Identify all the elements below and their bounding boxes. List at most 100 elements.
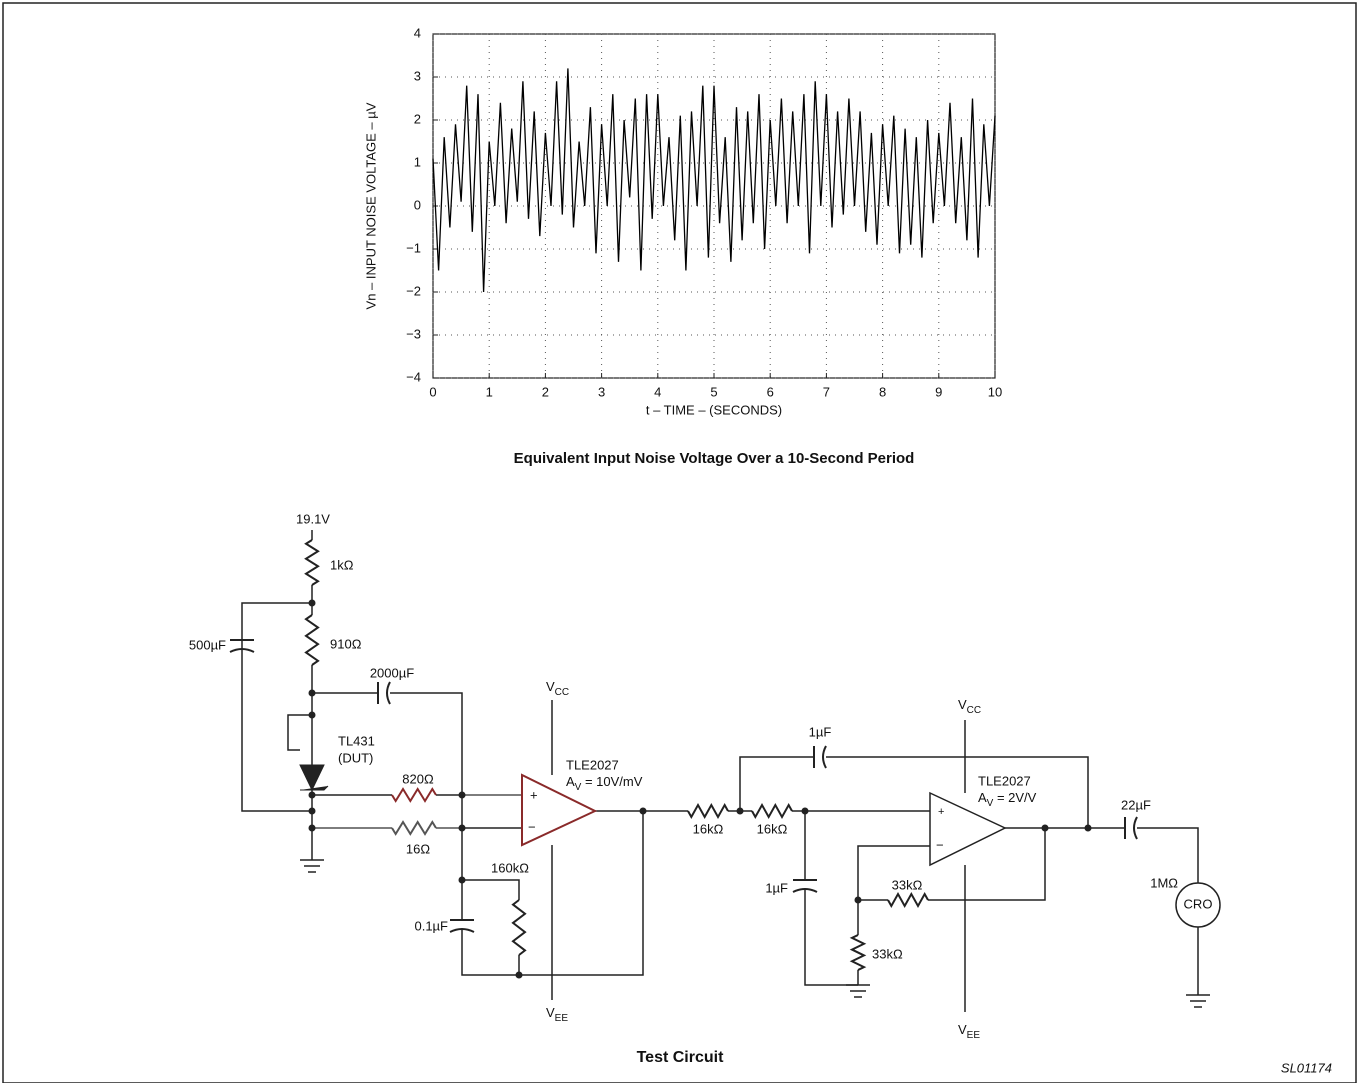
label: EE bbox=[555, 1013, 569, 1024]
x-tick-label: 4 bbox=[654, 384, 661, 399]
label: TL431 bbox=[338, 733, 375, 748]
circuit-title: Test Circuit bbox=[637, 1049, 725, 1066]
label: AV = 2V/V bbox=[978, 790, 1037, 808]
resistor bbox=[688, 805, 728, 817]
y-axis-label: Vn – INPUT NOISE VOLTAGE – µV bbox=[363, 102, 378, 309]
label: CRO bbox=[1184, 896, 1213, 911]
resistor bbox=[392, 789, 436, 801]
label: 16kΩ bbox=[693, 821, 724, 836]
label: V bbox=[958, 697, 967, 712]
y-tick-label: 4 bbox=[414, 25, 421, 40]
label: 820Ω bbox=[402, 771, 434, 786]
label: = 10V/mV bbox=[581, 774, 642, 789]
label: 1kΩ bbox=[330, 557, 354, 572]
node bbox=[309, 690, 316, 697]
y-tick-label: 3 bbox=[414, 68, 421, 83]
node bbox=[737, 808, 744, 815]
label: VCC bbox=[546, 679, 569, 697]
resistors bbox=[306, 540, 928, 970]
y-tick-label: 0 bbox=[414, 197, 421, 212]
label: − bbox=[528, 819, 536, 834]
resistor bbox=[306, 540, 318, 585]
label: 16kΩ bbox=[757, 821, 788, 836]
label: A bbox=[566, 774, 575, 789]
x-tick-label: 9 bbox=[935, 384, 942, 399]
y-tick-label: −2 bbox=[406, 283, 421, 298]
x-tick-label: 10 bbox=[988, 384, 1002, 399]
label: V bbox=[546, 679, 555, 694]
y-tick-label: 1 bbox=[414, 154, 421, 169]
label: V bbox=[958, 1022, 967, 1037]
resistor bbox=[392, 822, 436, 834]
label: TLE2027 bbox=[566, 757, 619, 772]
label: 33kΩ bbox=[872, 946, 903, 961]
x-tick-label: 1 bbox=[486, 384, 493, 399]
label: (DUT) bbox=[338, 750, 373, 765]
label: 2000µF bbox=[370, 665, 414, 680]
label: = 2V/V bbox=[993, 790, 1036, 805]
resistor bbox=[513, 900, 525, 955]
label: 910Ω bbox=[330, 636, 362, 651]
label: 500µF bbox=[189, 637, 226, 652]
noise-trace bbox=[433, 68, 995, 292]
label: VEE bbox=[958, 1022, 980, 1040]
figure-code: SL01174 bbox=[1281, 1060, 1332, 1075]
node bbox=[309, 825, 316, 832]
x-tick-label: 3 bbox=[598, 384, 605, 399]
label: 1µF bbox=[809, 724, 832, 739]
node bbox=[640, 808, 647, 815]
x-tick-label: 6 bbox=[767, 384, 774, 399]
node bbox=[459, 877, 466, 884]
label: + bbox=[938, 806, 944, 818]
node bbox=[802, 808, 809, 815]
resistor bbox=[752, 805, 792, 817]
label: EE bbox=[967, 1030, 981, 1041]
node bbox=[1085, 825, 1092, 832]
y-tick-label: −4 bbox=[406, 369, 421, 384]
label: CC bbox=[555, 687, 569, 698]
label: 19.1V bbox=[296, 511, 330, 526]
node bbox=[516, 972, 523, 979]
node bbox=[309, 808, 316, 815]
node bbox=[309, 712, 316, 719]
node bbox=[459, 825, 466, 832]
label: 33kΩ bbox=[892, 877, 923, 892]
y-tick-label: −3 bbox=[406, 326, 421, 341]
zener bbox=[300, 765, 328, 790]
resistor bbox=[888, 894, 928, 906]
label: AV = 10V/mV bbox=[566, 774, 643, 792]
label: 160kΩ bbox=[491, 860, 529, 875]
label: VCC bbox=[958, 697, 981, 715]
label: 1MΩ bbox=[1150, 875, 1178, 890]
label: 22µF bbox=[1121, 797, 1151, 812]
grounds bbox=[300, 860, 1210, 1007]
node bbox=[1042, 825, 1049, 832]
x-tick-label: 5 bbox=[710, 384, 717, 399]
label: VEE bbox=[546, 1005, 568, 1023]
x-axis-label: t – TIME – (SECONDS) bbox=[646, 402, 782, 417]
label: TLE2027 bbox=[978, 773, 1031, 788]
label: A bbox=[978, 790, 987, 805]
label: CC bbox=[967, 705, 981, 716]
label: V bbox=[546, 1005, 555, 1020]
test-circuit: 19.1V 1kΩ 910Ω 500µF 2000µF TL431 (DUT) … bbox=[189, 511, 1332, 1075]
y-tick-label: 2 bbox=[414, 111, 421, 126]
x-tick-label: 2 bbox=[542, 384, 549, 399]
label: 1µF bbox=[765, 880, 788, 895]
label: 16Ω bbox=[406, 841, 430, 856]
node bbox=[309, 600, 316, 607]
label: + bbox=[530, 787, 538, 802]
node bbox=[309, 792, 316, 799]
x-tick-label: 8 bbox=[879, 384, 886, 399]
x-tick-label: 0 bbox=[429, 384, 436, 399]
page: Equivalent Input Noise Voltage Over a 10… bbox=[0, 0, 1360, 1083]
resistor bbox=[306, 615, 318, 665]
noise-chart: Equivalent Input Noise Voltage Over a 10… bbox=[363, 25, 1002, 467]
label: 0.1µF bbox=[414, 918, 448, 933]
x-tick-label: 7 bbox=[823, 384, 830, 399]
frame bbox=[3, 3, 1356, 1083]
label: − bbox=[936, 837, 944, 852]
chart-title: Equivalent Input Noise Voltage Over a 10… bbox=[514, 450, 915, 467]
wires bbox=[242, 530, 1198, 1012]
node bbox=[855, 897, 862, 904]
